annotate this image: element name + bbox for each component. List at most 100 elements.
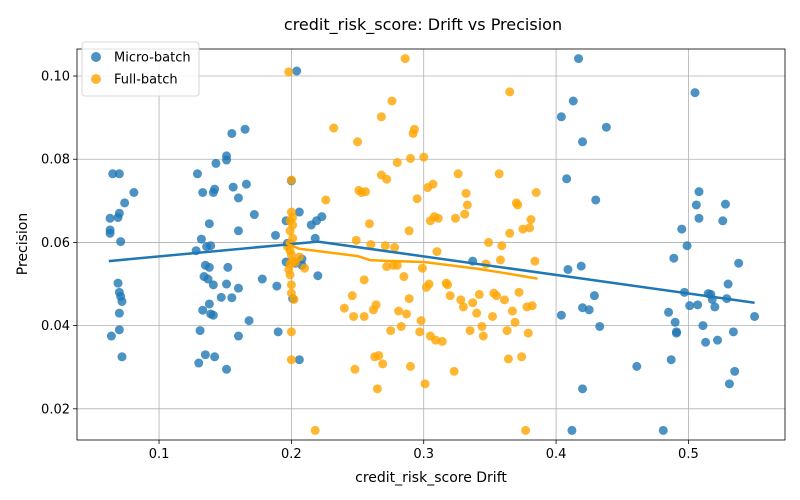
data-point-full-batch bbox=[300, 263, 310, 273]
y-tick-label: 0.06 bbox=[41, 236, 70, 251]
data-point-full-batch bbox=[428, 179, 438, 189]
data-point-micro-batch bbox=[710, 302, 720, 312]
data-point-full-batch bbox=[437, 336, 447, 346]
data-point-micro-batch bbox=[222, 155, 232, 165]
data-point-full-batch bbox=[285, 226, 295, 236]
data-point-micro-batch bbox=[562, 174, 572, 184]
data-point-micro-batch bbox=[677, 224, 687, 234]
y-tick-label: 0.08 bbox=[41, 153, 70, 168]
data-point-full-batch bbox=[478, 331, 488, 341]
data-point-micro-batch bbox=[584, 305, 594, 315]
data-point-micro-batch bbox=[294, 355, 304, 365]
data-point-micro-batch bbox=[196, 234, 206, 244]
data-point-full-batch bbox=[402, 309, 412, 319]
data-point-full-batch bbox=[484, 237, 494, 247]
data-point-full-batch bbox=[360, 187, 370, 197]
data-point-full-batch bbox=[417, 263, 427, 273]
data-point-micro-batch bbox=[192, 169, 202, 179]
data-point-micro-batch bbox=[685, 301, 695, 311]
data-point-full-batch bbox=[521, 425, 531, 435]
data-point-micro-batch bbox=[589, 291, 599, 301]
data-point-micro-batch bbox=[129, 188, 139, 198]
data-point-full-batch bbox=[350, 364, 360, 374]
legend-label-micro-batch: Micro-batch bbox=[114, 51, 191, 66]
data-point-full-batch bbox=[517, 352, 527, 362]
data-point-full-batch bbox=[399, 272, 409, 282]
data-point-full-batch bbox=[396, 321, 406, 331]
data-point-full-batch bbox=[462, 200, 472, 210]
data-point-full-batch bbox=[495, 255, 505, 265]
data-point-micro-batch bbox=[114, 308, 124, 318]
data-points bbox=[105, 54, 760, 435]
data-point-micro-batch bbox=[271, 230, 281, 240]
data-point-full-batch bbox=[380, 241, 390, 251]
data-point-full-batch bbox=[420, 379, 430, 389]
data-point-full-batch bbox=[286, 280, 296, 290]
x-tick-label: 0.5 bbox=[678, 447, 699, 462]
data-point-full-batch bbox=[285, 270, 295, 280]
data-point-full-batch bbox=[472, 308, 482, 318]
data-point-micro-batch bbox=[670, 317, 680, 327]
data-point-micro-batch bbox=[210, 352, 220, 362]
data-point-micro-batch bbox=[734, 258, 744, 268]
data-point-micro-batch bbox=[713, 335, 723, 345]
data-point-micro-batch bbox=[198, 188, 208, 198]
trend-lines bbox=[108, 240, 755, 304]
data-point-micro-batch bbox=[206, 241, 216, 251]
trend-line-micro-batch bbox=[108, 240, 755, 304]
data-point-micro-batch bbox=[227, 128, 237, 138]
data-point-micro-batch bbox=[682, 241, 692, 251]
data-point-full-batch bbox=[505, 87, 515, 97]
data-point-full-batch bbox=[392, 158, 402, 168]
data-point-micro-batch bbox=[694, 213, 704, 223]
data-point-micro-batch bbox=[574, 54, 584, 64]
data-point-full-batch bbox=[404, 294, 414, 304]
data-point-full-batch bbox=[378, 359, 388, 369]
data-point-full-batch bbox=[376, 112, 386, 122]
data-point-micro-batch bbox=[693, 300, 703, 310]
data-point-full-batch bbox=[494, 169, 504, 179]
data-point-full-batch bbox=[474, 289, 484, 299]
data-point-full-batch bbox=[372, 384, 382, 394]
data-point-micro-batch bbox=[233, 331, 243, 341]
data-point-full-batch bbox=[359, 275, 369, 285]
data-point-micro-batch bbox=[664, 307, 674, 317]
data-point-full-batch bbox=[387, 96, 397, 106]
data-point-full-batch bbox=[507, 306, 517, 316]
data-point-micro-batch bbox=[198, 305, 208, 315]
data-point-full-batch bbox=[453, 169, 463, 179]
data-point-full-batch bbox=[502, 326, 512, 336]
data-point-micro-batch bbox=[578, 137, 588, 147]
data-point-micro-batch bbox=[294, 207, 304, 217]
data-point-full-batch bbox=[289, 294, 299, 304]
data-point-full-batch bbox=[382, 174, 392, 184]
data-point-full-batch bbox=[513, 200, 523, 210]
data-point-micro-batch bbox=[113, 278, 123, 288]
data-point-micro-batch bbox=[720, 199, 730, 209]
data-point-micro-batch bbox=[210, 184, 220, 194]
x-axis-label: credit_risk_score Drift bbox=[355, 470, 507, 486]
data-point-micro-batch bbox=[669, 253, 679, 263]
data-point-full-batch bbox=[339, 303, 349, 313]
data-point-full-batch bbox=[409, 124, 419, 134]
data-point-micro-batch bbox=[728, 327, 738, 337]
y-axis-label: Precision bbox=[15, 213, 31, 275]
data-point-full-batch bbox=[433, 213, 443, 223]
x-axis-ticks: 0.1 0.2 0.3 0.4 0.5 bbox=[149, 440, 699, 462]
data-point-micro-batch bbox=[211, 158, 221, 168]
data-point-full-batch bbox=[359, 311, 369, 321]
data-point-full-batch bbox=[460, 209, 470, 219]
data-point-full-batch bbox=[458, 302, 468, 312]
data-point-full-batch bbox=[286, 355, 296, 365]
data-point-micro-batch bbox=[233, 226, 243, 236]
x-tick-label: 0.3 bbox=[413, 447, 434, 462]
data-point-micro-batch bbox=[576, 261, 586, 271]
data-point-full-batch bbox=[321, 195, 331, 205]
y-tick-label: 0.02 bbox=[41, 402, 70, 417]
trend-line-full-batch bbox=[285, 242, 538, 280]
data-point-full-batch bbox=[499, 295, 509, 305]
data-point-full-batch bbox=[514, 287, 524, 297]
data-point-full-batch bbox=[288, 212, 298, 222]
x-tick-label: 0.4 bbox=[546, 447, 567, 462]
data-point-micro-batch bbox=[273, 327, 283, 337]
